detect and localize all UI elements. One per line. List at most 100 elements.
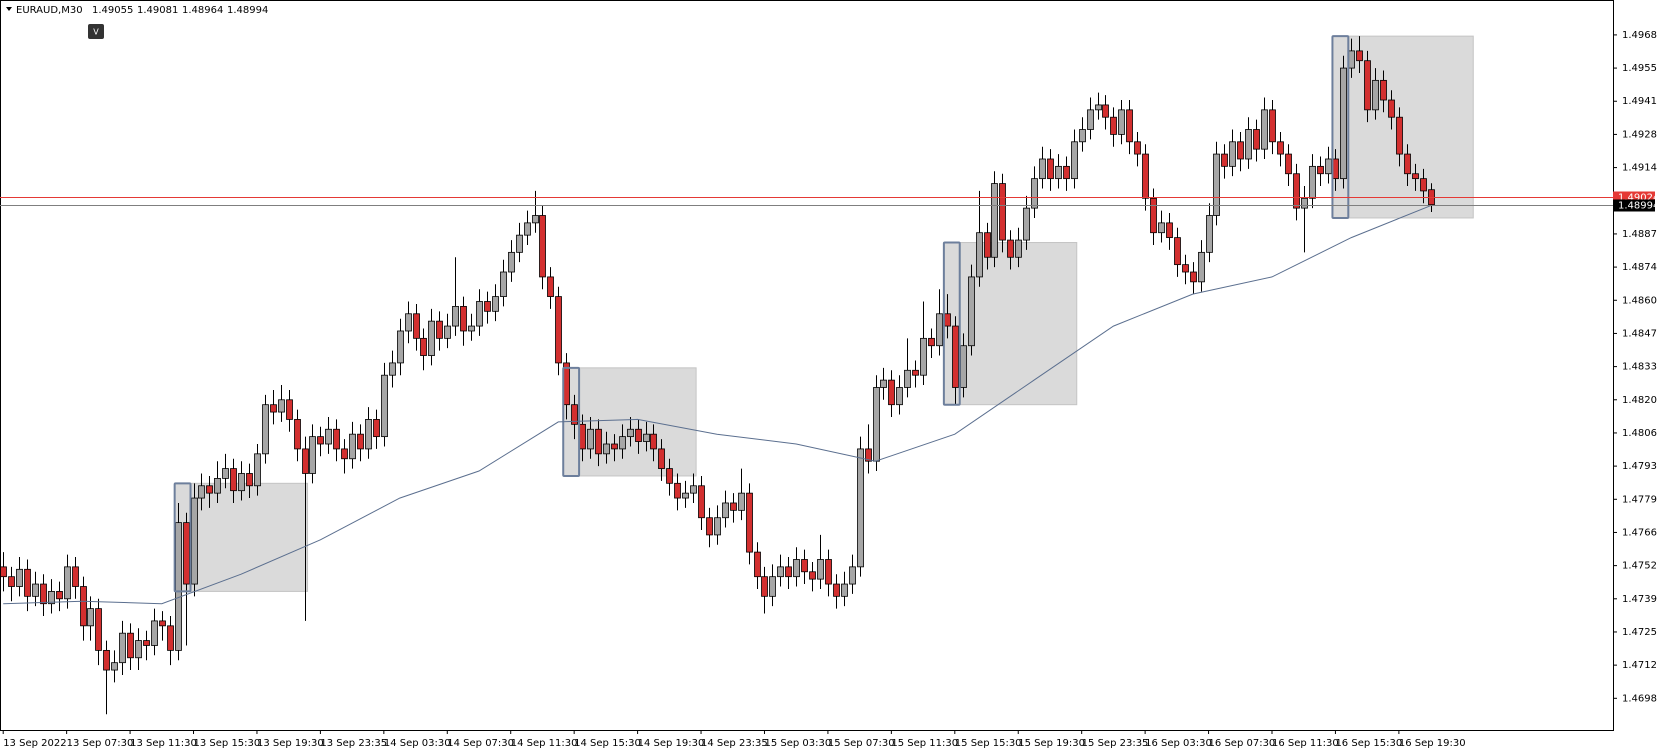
candle-body	[1253, 129, 1260, 150]
y-tick-label: 1.48200	[1622, 395, 1657, 406]
candle-body	[1079, 129, 1086, 143]
x-tick-label: 16 Sep 19:30	[1399, 738, 1466, 749]
toggle-button-label[interactable]: V	[93, 28, 99, 37]
candle-body	[206, 485, 213, 494]
candle-body	[944, 313, 951, 327]
y-tick-label: 1.47255	[1622, 627, 1657, 638]
candle-body	[80, 586, 87, 627]
candle-body	[476, 301, 483, 327]
candle-body	[841, 583, 848, 597]
candle-body	[1174, 237, 1181, 266]
candle-body	[1380, 79, 1387, 101]
price-tag-label: 1.48994	[1618, 201, 1657, 212]
candle-body	[111, 662, 118, 671]
candle-body	[579, 423, 586, 450]
candle-body	[904, 369, 911, 388]
candle-body	[373, 419, 380, 438]
candle-body	[8, 576, 15, 587]
candle-body	[397, 330, 404, 364]
candle-body	[658, 448, 665, 469]
candle-body	[500, 271, 507, 297]
zone-marker	[173, 482, 192, 593]
candle-body	[1309, 165, 1316, 199]
candle-body	[40, 583, 47, 605]
candle-body	[1055, 165, 1062, 180]
y-tick-label: 1.49280	[1622, 129, 1657, 140]
candle-body	[119, 632, 126, 664]
candle-body	[413, 313, 420, 339]
candle-body	[777, 566, 784, 578]
candle-body	[1182, 264, 1189, 273]
candle-body	[1293, 173, 1300, 209]
candle-body	[436, 320, 443, 339]
candle-body	[64, 566, 71, 600]
candle-body	[444, 325, 451, 339]
candle-body	[1372, 79, 1379, 111]
candle-body	[619, 436, 626, 450]
candle-body	[492, 296, 499, 312]
candle-body	[167, 625, 174, 651]
x-tick-label: 13 Sep 15:30	[194, 738, 261, 749]
candle-body	[103, 649, 110, 671]
candle-body	[793, 559, 800, 578]
y-tick-label: 1.48875	[1622, 229, 1657, 240]
candle-body	[532, 215, 539, 224]
candle-body	[571, 404, 578, 425]
candle-body	[1317, 165, 1324, 175]
y-tick-label: 1.47795	[1622, 494, 1657, 505]
candle-body	[817, 559, 824, 580]
candle-body	[1388, 99, 1395, 118]
candle-body	[1325, 158, 1332, 175]
candle-body	[1039, 158, 1046, 180]
y-tick-label: 1.49550	[1622, 63, 1657, 74]
y-tick-label: 1.47660	[1622, 527, 1657, 538]
y-tick-label: 1.49685	[1622, 30, 1657, 41]
candle-body	[1356, 50, 1363, 62]
candle-body	[1166, 222, 1173, 239]
candle-body	[1118, 109, 1125, 135]
candle-body	[325, 428, 332, 445]
candle-body	[127, 632, 134, 659]
candle-body	[24, 568, 31, 597]
candle-body	[627, 428, 634, 438]
candle-body	[302, 448, 309, 474]
candle-body	[1285, 153, 1292, 175]
candle-body	[587, 428, 594, 450]
candle-body	[999, 183, 1006, 241]
candle-body	[991, 183, 998, 258]
candle-body	[825, 559, 832, 585]
candle-body	[595, 428, 602, 455]
candle-body	[1206, 215, 1213, 253]
candle-body	[1190, 271, 1197, 283]
candle-body	[317, 436, 324, 445]
candle-body	[262, 404, 269, 455]
symbol: EURAUD,M30	[16, 5, 83, 16]
x-tick-label: 13 Sep 23:35	[320, 738, 387, 749]
candle-body	[888, 379, 895, 406]
candle-body	[833, 583, 840, 597]
x-tick-label: 14 Sep 07:30	[447, 738, 514, 749]
candle-body	[1277, 141, 1284, 155]
candle-body	[0, 566, 7, 578]
candle-body	[611, 443, 618, 450]
y-tick-label: 1.46985	[1622, 693, 1657, 704]
x-tick-label: 16 Sep 11:30	[1272, 738, 1339, 749]
candle-body	[1412, 173, 1419, 180]
candle-body	[452, 306, 459, 327]
candle-body	[278, 399, 285, 413]
candle-body	[1221, 153, 1228, 167]
candle-body	[746, 492, 753, 553]
candle-body	[56, 591, 63, 600]
candle-body	[1126, 109, 1133, 143]
candle-body	[151, 620, 158, 646]
menu-arrow[interactable]	[6, 7, 12, 11]
candle-body	[143, 640, 150, 646]
x-tick-label: 14 Sep 19:30	[638, 738, 705, 749]
toggle-button[interactable]	[88, 24, 104, 39]
candle-body	[666, 468, 673, 484]
candle-body	[230, 468, 237, 492]
candle-body	[722, 502, 729, 519]
candle-body	[650, 433, 657, 450]
candle-body	[547, 276, 554, 297]
